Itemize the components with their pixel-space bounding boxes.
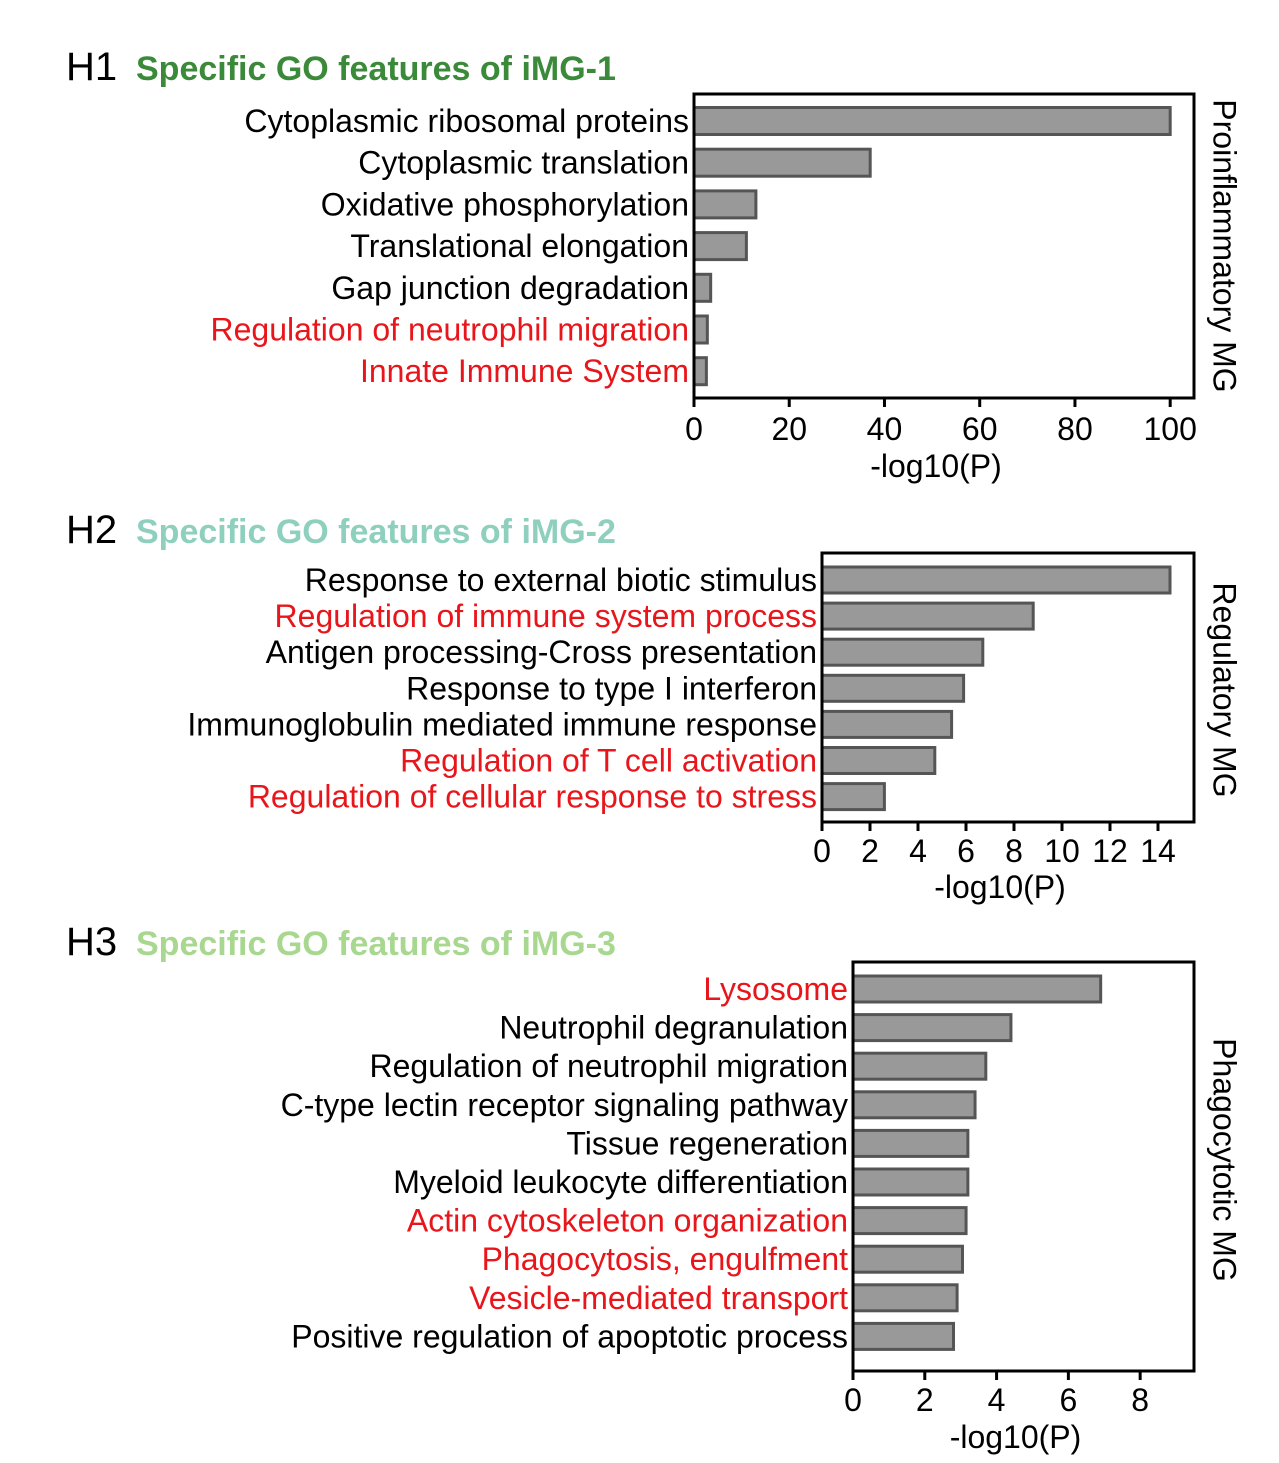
category-label: Cytoplasmic translation [358,145,689,181]
side-label: Proinflammatory MG [1207,99,1243,392]
x-tick-label: 0 [685,411,703,447]
x-tick-label: 80 [1057,411,1093,447]
category-label: Lysosome [703,971,848,1007]
x-tick-label: 0 [813,833,831,869]
x-tick-label: 2 [916,1382,934,1418]
plot-frame [851,960,1196,1373]
bar [851,1090,977,1120]
panel-letter: H2 [66,508,117,552]
panel-letter: H1 [66,45,117,89]
bar [851,1051,988,1081]
plot-frame [820,551,1196,824]
x-tick-label: 6 [957,833,975,869]
category-label: Translational elongation [350,228,689,264]
bar [851,974,1103,1004]
side-label: Phagocytotic MG [1207,1038,1243,1282]
category-label: Phagocytosis, engulfment [482,1241,849,1277]
category-label: Response to external biotic stimulus [305,562,817,598]
panel-letter: H3 [66,920,117,964]
bar [820,637,985,667]
x-axis-label: -log10(P) [934,869,1066,905]
bar [820,709,954,739]
x-tick-label: 8 [1131,1382,1149,1418]
category-label: Vesicle-mediated transport [469,1280,848,1316]
category-label: Actin cytoskeleton organization [407,1203,848,1239]
x-tick-label: 60 [962,411,998,447]
x-axis-label: -log10(P) [870,448,1002,484]
category-label: Myeloid leukocyte differentiation [393,1164,848,1200]
panel-title: Specific GO features of iMG-2 [136,513,616,551]
category-label: Innate Immune System [360,353,689,389]
x-tick-label: 10 [1044,833,1080,869]
panel-h2: H2 Specific GO features of iMG-2 Response … [66,508,1243,905]
x-tick-label: 6 [1059,1382,1077,1418]
plot-frame [692,92,1196,400]
x-tick-label: 40 [867,411,903,447]
category-label: Neutrophil degranulation [499,1010,848,1046]
bar [851,1321,956,1351]
x-tick-label: 4 [909,833,927,869]
panel-h1: H1 Specific GO features of iMG-1 Cytoplasm… [66,45,1243,484]
category-label: Gap junction degradation [331,270,689,306]
category-label: C-type lectin receptor signaling pathway [281,1087,848,1123]
bar [820,565,1172,595]
x-tick-label: 100 [1143,411,1196,447]
bar [851,1283,959,1313]
bar [851,1013,1013,1043]
category-label: Positive regulation of apoptotic process [291,1318,848,1354]
category-label: Regulation of immune system process [275,598,817,634]
bar [851,1206,968,1236]
x-tick-label: 14 [1140,833,1176,869]
x-tick-label: 8 [1005,833,1023,869]
bar [851,1244,964,1274]
bar [692,106,1172,136]
x-axis-label: -log10(P) [950,1419,1082,1455]
bar [820,746,937,775]
x-tick-label: 4 [988,1382,1006,1418]
panel-title: Specific GO features of iMG-1 [136,50,616,88]
bar [692,314,709,345]
panel-h3: H3 Specific GO features of iMG-3 LysosomeN… [66,920,1243,1455]
bar [692,189,758,220]
bar [820,782,886,812]
panel-title: Specific GO features of iMG-3 [136,925,616,963]
category-label: Tissue regeneration [566,1125,848,1161]
category-label: Regulation of neutrophil migration [369,1048,848,1084]
bar [851,1167,970,1197]
category-label: Regulation of cellular response to stres… [248,779,817,815]
bar [692,356,708,387]
bar [692,231,748,262]
category-label: Response to type I interferon [406,670,817,706]
bar [851,1128,970,1158]
category-label: Cytoplasmic ribosomal proteins [244,103,689,139]
side-label: Regulatory MG [1207,582,1243,797]
category-label: Oxidative phosphorylation [321,186,689,222]
bar [820,673,966,703]
category-label: Regulation of T cell activation [400,743,817,779]
bar [820,601,1035,631]
x-tick-label: 2 [861,833,879,869]
category-label: Antigen processing-Cross presentation [266,634,817,670]
category-label: Immunoglobulin mediated immune response [187,706,817,742]
category-label: Regulation of neutrophil migration [210,312,689,348]
bar [692,147,872,178]
bar [692,272,713,303]
x-tick-label: 20 [771,411,807,447]
x-tick-label: 12 [1092,833,1128,869]
x-tick-label: 0 [844,1382,862,1418]
